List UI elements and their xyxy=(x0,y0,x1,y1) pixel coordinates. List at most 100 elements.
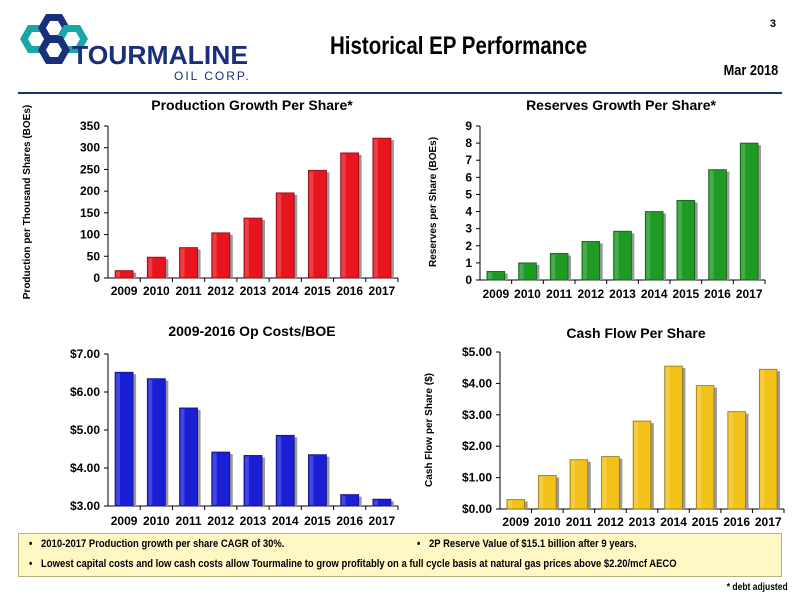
bar-highlight xyxy=(507,500,512,508)
bar-2012 xyxy=(211,232,231,279)
highlights-box: • 2010-2017 Production growth per share C… xyxy=(18,533,782,577)
bullet-marker: • xyxy=(29,558,33,570)
bar-2017 xyxy=(758,368,778,510)
bar-highlight xyxy=(582,242,587,279)
bar-2014 xyxy=(664,365,683,510)
bar-highlight xyxy=(341,153,346,277)
y-tick-label: 2 xyxy=(465,239,472,253)
y-tick-label: $4.00 xyxy=(70,461,100,475)
bar-highlight xyxy=(180,248,185,277)
x-tick-label: 2012 xyxy=(207,284,234,298)
bar-2011 xyxy=(569,459,589,510)
bar-2016 xyxy=(340,152,360,279)
bar-highlight xyxy=(116,373,121,505)
x-tick-label: 2009 xyxy=(111,514,138,528)
x-tick-label: 2014 xyxy=(660,515,687,529)
x-tick-label: 2015 xyxy=(692,515,719,529)
footnote: * debt adjusted xyxy=(727,582,788,593)
x-tick-label: 2017 xyxy=(736,287,763,301)
bar-2010 xyxy=(146,256,166,279)
bar-highlight xyxy=(709,170,714,279)
bar-highlight xyxy=(665,367,670,508)
y-axis-label: Production per Thousand Shares (BOEs) xyxy=(22,105,33,299)
bullet-text: Lowest capital costs and low cash costs … xyxy=(41,558,677,570)
bar-highlight xyxy=(277,193,282,277)
bar-highlight xyxy=(487,272,492,279)
bar-highlight xyxy=(180,408,185,505)
y-tick-label: $6.00 xyxy=(70,385,100,399)
production-growth-chart: Production Growth Per Share* Production … xyxy=(22,97,399,299)
bar-2016 xyxy=(727,411,746,510)
y-tick-label: $7.00 xyxy=(70,347,100,361)
bullet-text: 2010-2017 Production growth per share CA… xyxy=(41,538,285,550)
x-tick-label: 2017 xyxy=(369,284,396,298)
bar-highlight xyxy=(148,258,153,277)
bar-2015 xyxy=(676,200,696,281)
x-tick-label: 2013 xyxy=(629,515,656,529)
y-tick-label: $4.00 xyxy=(462,376,492,390)
logo-wordmark: TOURMALINE xyxy=(72,40,248,70)
x-tick-label: 2016 xyxy=(336,514,363,528)
x-tick-label: 2010 xyxy=(143,284,170,298)
bar-highlight xyxy=(539,476,544,508)
bar-highlight xyxy=(519,263,524,279)
y-tick-label: $2.00 xyxy=(462,439,492,453)
y-tick-label: 100 xyxy=(80,228,100,242)
x-tick-label: 2012 xyxy=(207,514,234,528)
bar-highlight xyxy=(602,457,607,508)
bar-highlight xyxy=(551,254,556,279)
x-tick-label: 2017 xyxy=(369,514,396,528)
y-tick-label: 250 xyxy=(80,162,100,176)
y-tick-label: 0 xyxy=(465,273,472,287)
logo-subtitle: OIL CORP. xyxy=(174,69,251,83)
highlight-bullet: • 2P Reserve Value of $15.1 billion after… xyxy=(417,538,637,550)
x-tick-label: 2009 xyxy=(111,284,138,298)
bar-2017 xyxy=(739,142,759,281)
y-tick-label: $3.00 xyxy=(70,499,100,513)
x-tick-label: 2017 xyxy=(755,515,782,529)
bar-2009 xyxy=(506,499,526,510)
bar-highlight xyxy=(634,422,639,508)
y-tick-label: 0 xyxy=(93,271,100,285)
bar-2012 xyxy=(601,456,620,510)
bar-2010 xyxy=(146,378,166,507)
bar-highlight xyxy=(697,386,702,508)
bar-2011 xyxy=(179,407,198,507)
chart-title: Cash Flow Per Share xyxy=(566,325,705,341)
bar-highlight xyxy=(741,144,746,279)
bar-2016 xyxy=(340,494,360,507)
company-logo: TOURMALINE OIL CORP. xyxy=(20,14,251,83)
x-tick-label: 2011 xyxy=(176,284,202,298)
bar-2017 xyxy=(372,498,392,507)
bar-highlight xyxy=(212,233,217,277)
bar-2011 xyxy=(549,253,569,281)
x-tick-label: 2013 xyxy=(240,284,267,298)
x-tick-label: 2013 xyxy=(240,514,267,528)
bar-2014 xyxy=(275,434,295,507)
bar-highlight xyxy=(677,201,682,279)
y-tick-label: 8 xyxy=(465,136,472,150)
chart-title: Production Growth Per Share* xyxy=(151,97,353,113)
y-tick-label: 150 xyxy=(80,206,100,220)
bar-highlight xyxy=(244,456,249,505)
bar-highlight xyxy=(728,412,733,508)
page-number: 3 xyxy=(769,18,776,30)
bullet-marker: • xyxy=(29,538,33,550)
bar-highlight xyxy=(277,436,282,505)
logo-gem-icon xyxy=(20,14,88,64)
bar-highlight xyxy=(309,455,314,505)
bar-2015 xyxy=(308,169,327,279)
bar-2014 xyxy=(644,211,664,281)
header-divider xyxy=(18,92,782,94)
y-tick-label: 5 xyxy=(465,187,472,201)
y-tick-label: $0.00 xyxy=(462,502,492,516)
bar-highlight xyxy=(646,212,651,279)
bar-2011 xyxy=(179,247,198,279)
bar-2010 xyxy=(538,475,557,510)
bar-2015 xyxy=(695,385,715,510)
x-tick-label: 2009 xyxy=(502,515,529,529)
bar-highlight xyxy=(244,219,249,277)
bar-2013 xyxy=(243,455,263,507)
y-tick-label: 350 xyxy=(80,119,100,133)
bar-highlight xyxy=(341,495,346,505)
